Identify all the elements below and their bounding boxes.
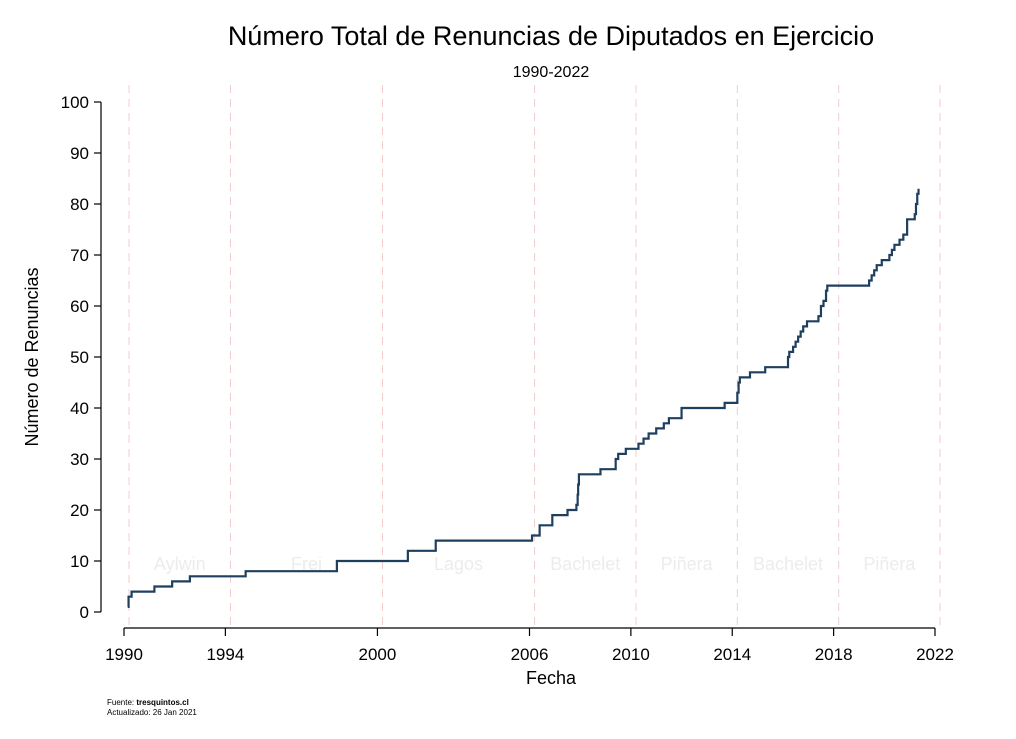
period-labels: Aylwin Frei Lagos Bachelet Piñera Bachelet Piñ…	[154, 554, 916, 574]
x-tick-label: 2014	[713, 645, 751, 664]
y-tick-label: 30	[70, 450, 89, 469]
chart-subtitle: 1990-2022	[513, 64, 590, 81]
y-tick-label: 20	[70, 501, 89, 520]
x-axis: 1990 1994 2000 2006 2010 2014 2018 2022	[105, 627, 954, 664]
footer-source-label: Fuente:	[107, 698, 135, 707]
x-axis-title: Fecha	[526, 668, 577, 688]
period-boundaries	[128, 85, 941, 628]
x-tick-label: 2022	[916, 645, 954, 664]
y-tick-label: 50	[70, 348, 89, 367]
x-tick-label: 1990	[105, 645, 143, 664]
period-label: Piñera	[661, 554, 714, 574]
series-line-0	[127, 188, 920, 608]
y-tick-label: 40	[70, 399, 89, 418]
y-tick-label: 60	[70, 297, 89, 316]
footer: Fuente: tresquintos.cl Actualizado: 26 J…	[107, 698, 197, 718]
y-tick-label: 10	[70, 552, 89, 571]
x-tick-label: 2010	[612, 645, 650, 664]
period-label: Lagos	[434, 554, 483, 574]
x-tick-label: 1994	[206, 645, 244, 664]
y-tick-label: 80	[70, 195, 89, 214]
footer-source-link[interactable]: tresquintos.cl	[136, 698, 189, 707]
period-label: Piñera	[863, 554, 916, 574]
x-tick-label: 2006	[511, 645, 549, 664]
period-label: Bachelet	[753, 554, 823, 574]
y-tick-label: 90	[70, 144, 89, 163]
x-tick-label: 2018	[815, 645, 853, 664]
y-axis-title: Número de Renuncias	[22, 267, 42, 446]
y-axis: 0 10 20 30 40 50 60 70 80 90 100	[61, 93, 102, 622]
y-tick-label: 0	[80, 603, 89, 622]
y-tick-label: 100	[61, 93, 89, 112]
series-group	[127, 188, 920, 608]
x-tick-label: 2000	[359, 645, 397, 664]
y-tick-label: 70	[70, 246, 89, 265]
period-label: Aylwin	[154, 554, 206, 574]
period-label: Frei	[291, 554, 322, 574]
footer-source: Fuente: tresquintos.cl	[107, 698, 197, 708]
period-label: Bachelet	[550, 554, 620, 574]
footer-updated: Actualizado: 26 Jan 2021	[107, 708, 197, 717]
chart-title: Número Total de Renuncias de Diputados e…	[228, 21, 874, 51]
